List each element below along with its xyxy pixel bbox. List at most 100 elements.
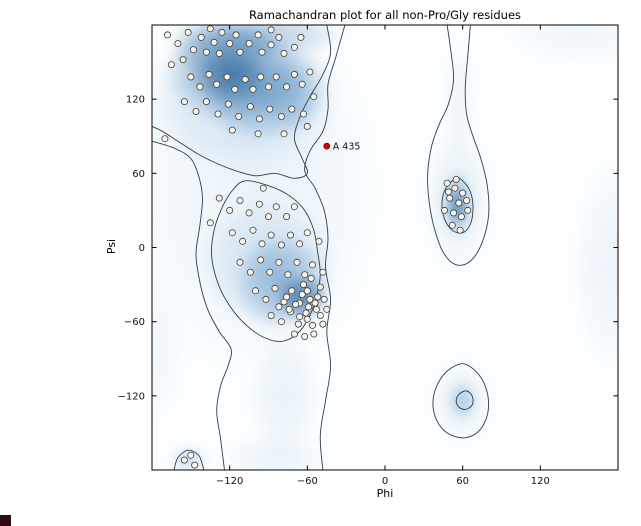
- highlighted-residue-point: [323, 142, 331, 150]
- density-blob: [247, 327, 321, 464]
- data-point: [459, 189, 467, 197]
- y-tick-label: −120: [118, 391, 145, 402]
- data-point: [310, 93, 318, 101]
- data-point: [257, 73, 265, 81]
- data-point: [443, 179, 451, 187]
- data-point: [163, 31, 171, 39]
- data-point: [180, 456, 188, 464]
- data-point: [303, 287, 311, 295]
- data-point: [455, 199, 463, 207]
- data-point: [245, 209, 253, 217]
- data-point: [174, 40, 182, 48]
- data-point: [277, 113, 285, 121]
- data-point: [271, 284, 279, 292]
- data-point: [231, 85, 239, 93]
- y-axis-label: Psi: [105, 238, 119, 255]
- data-point: [254, 31, 262, 39]
- axis-ticks: [152, 25, 618, 470]
- data-point: [285, 305, 293, 313]
- data-point: [228, 126, 236, 134]
- data-point: [301, 332, 309, 340]
- data-point: [277, 318, 285, 326]
- data-point: [319, 268, 327, 276]
- data-point: [286, 231, 294, 239]
- data-point: [161, 135, 169, 143]
- data-point: [296, 240, 304, 248]
- data-point: [301, 271, 309, 279]
- data-point: [223, 73, 231, 81]
- data-point: [266, 268, 274, 276]
- data-point: [283, 213, 291, 221]
- density-blob: [501, 25, 618, 63]
- data-point: [306, 68, 314, 76]
- data-point: [213, 80, 221, 88]
- data-point: [298, 290, 306, 298]
- data-point: [258, 48, 266, 56]
- data-point: [215, 194, 223, 202]
- density-contour: [152, 140, 232, 470]
- data-point: [267, 26, 275, 34]
- data-point: [187, 73, 195, 81]
- data-point: [310, 330, 318, 338]
- data-point: [456, 226, 464, 234]
- data-point: [464, 206, 472, 214]
- data-point: [446, 194, 454, 202]
- data-point: [167, 61, 175, 69]
- data-point: [277, 241, 285, 249]
- data-point: [184, 28, 192, 36]
- data-point: [298, 80, 306, 88]
- data-point: [290, 330, 298, 338]
- data-point: [320, 295, 328, 303]
- chart-title: Ramachandran plot for all non-Pro/Gly re…: [248, 8, 522, 22]
- data-point: [215, 49, 223, 57]
- data-point: [258, 240, 266, 248]
- data-point: [266, 105, 274, 113]
- data-point: [259, 184, 267, 192]
- data-point: [308, 321, 316, 329]
- data-point: [290, 70, 298, 78]
- data-point: [280, 130, 288, 138]
- data-point: [290, 203, 298, 211]
- data-point: [267, 41, 275, 49]
- data-point: [202, 98, 210, 106]
- data-point: [297, 33, 305, 41]
- density-contour: [210, 180, 321, 342]
- data-point: [192, 108, 200, 116]
- data-point: [255, 200, 263, 208]
- data-point: [288, 287, 296, 295]
- data-point: [444, 188, 452, 196]
- data-point: [457, 213, 465, 221]
- data-point: [262, 295, 270, 303]
- density-contour: [152, 25, 332, 179]
- axis-tick-labels: −120 −60 0 60 120 120 60 0 −60 −120: [118, 95, 550, 487]
- data-point: [264, 83, 272, 91]
- data-point: [180, 98, 188, 106]
- data-point: [218, 28, 226, 36]
- density-blob: [152, 272, 187, 421]
- x-tick-label: 60: [456, 476, 469, 487]
- data-point: [191, 461, 199, 469]
- data-point: [316, 283, 324, 291]
- data-point: [440, 206, 448, 214]
- data-point: [241, 75, 249, 83]
- data-point: [232, 31, 240, 39]
- density-contour: [304, 25, 346, 470]
- data-point: [197, 33, 205, 41]
- density-blob: [223, 432, 327, 470]
- data-point: [303, 122, 311, 130]
- data-point: [312, 305, 320, 313]
- data-point: [293, 258, 301, 266]
- data-point: [323, 305, 331, 313]
- density-contour: [432, 363, 490, 439]
- data-point: [303, 229, 311, 237]
- density-shading: [152, 25, 618, 470]
- y-tick-label: −60: [124, 317, 145, 328]
- data-point: [206, 219, 214, 227]
- data-point: [189, 46, 197, 54]
- data-point: [224, 100, 232, 108]
- data-point: [202, 48, 210, 56]
- data-point: [272, 203, 280, 211]
- data-point: [246, 103, 254, 111]
- data-point: [228, 229, 236, 237]
